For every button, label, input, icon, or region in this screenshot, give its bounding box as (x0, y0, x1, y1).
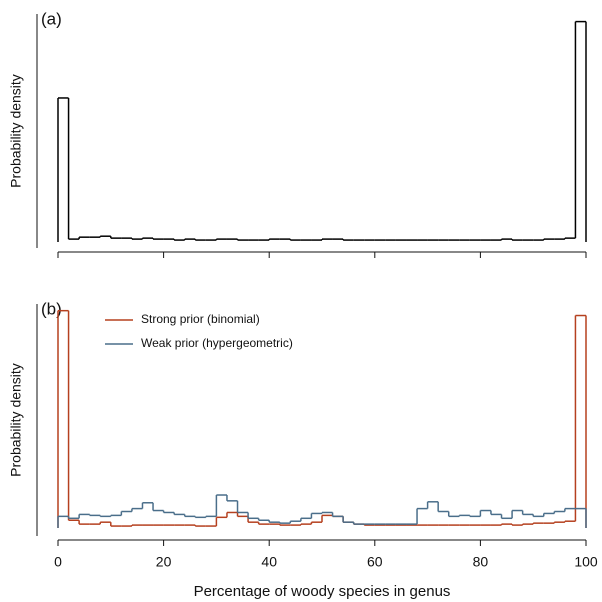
x-tick-label: 100 (574, 554, 598, 570)
x-tick-label: 0 (54, 554, 62, 570)
panel-label: (b) (41, 299, 62, 318)
x-axis-label: Percentage of woody species in genus (194, 583, 451, 600)
legend-label: Strong prior (binomial) (141, 312, 260, 326)
x-tick-label: 40 (261, 554, 277, 570)
y-axis-label: Probability density (8, 74, 24, 188)
panel-label: (a) (41, 9, 62, 28)
y-axis-label: Probability density (8, 363, 24, 477)
x-tick-label: 20 (156, 554, 172, 570)
legend-label: Weak prior (hypergeometric) (141, 336, 293, 350)
x-tick-label: 80 (473, 554, 489, 570)
x-tick-label: 60 (367, 554, 383, 570)
